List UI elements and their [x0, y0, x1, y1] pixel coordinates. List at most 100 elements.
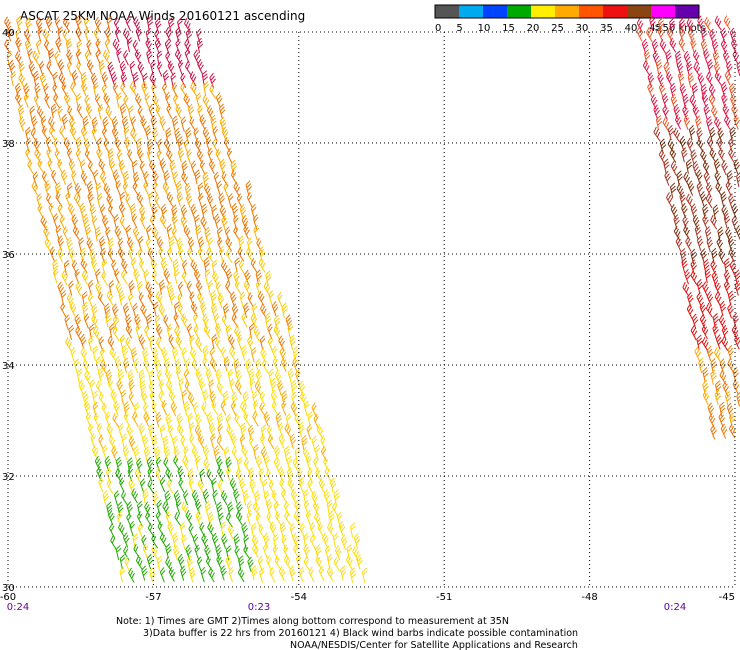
wind-barb [137, 522, 144, 539]
wind-barb [710, 105, 718, 121]
wind-barb [177, 423, 185, 439]
wind-barb [128, 379, 135, 395]
wind-barb [127, 369, 134, 385]
wind-barb [171, 82, 178, 98]
wind-barb [714, 70, 722, 86]
wind-barb [173, 545, 180, 561]
wind-barb [216, 435, 224, 451]
wind-barb [734, 334, 740, 350]
wind-barb [128, 280, 135, 296]
wind-barb [34, 148, 42, 164]
wind-barb [682, 104, 689, 121]
wind-barb [700, 83, 708, 100]
wind-barb [108, 434, 116, 450]
wind-barb [197, 433, 205, 449]
wind-barb [259, 391, 267, 407]
wind-barb [91, 126, 98, 142]
wind-barb [204, 500, 212, 516]
wind-barb [84, 369, 91, 386]
wind-barb [301, 435, 308, 451]
wind-barb [275, 510, 282, 526]
wind-barb [667, 138, 675, 154]
wind-barb [101, 83, 108, 99]
wind-barb [724, 391, 732, 407]
wind-barb [208, 422, 216, 438]
wind-barb [134, 467, 142, 483]
wind-barb [152, 127, 159, 143]
wind-barb [106, 290, 114, 306]
wind-barb [340, 565, 347, 581]
wind-barb [35, 39, 42, 55]
wind-barb [298, 477, 305, 493]
wind-barb [723, 279, 731, 295]
wind-barb [255, 512, 261, 528]
wind-barb [146, 138, 154, 155]
wind-barb [182, 455, 189, 471]
wind-barb [686, 137, 694, 153]
wind-barb [189, 334, 195, 350]
wind-barb [181, 534, 187, 550]
wind-barb [227, 523, 235, 539]
wind-barb [243, 411, 251, 427]
wind-barb [23, 83, 30, 99]
wind-barb [238, 555, 245, 571]
wind-barb [212, 126, 218, 142]
wind-barb [139, 160, 145, 177]
wind-barb [164, 357, 171, 374]
wind-barb [246, 500, 253, 517]
wind-barb [175, 103, 183, 120]
wind-barb [683, 114, 691, 130]
wind-barb [689, 94, 697, 110]
wind-barb [106, 501, 113, 517]
wind-barb [173, 455, 181, 471]
wind-barb [236, 193, 243, 209]
wind-barb [171, 213, 179, 229]
wind-barb [298, 380, 306, 396]
wind-barb [725, 226, 732, 243]
wind-barb [149, 567, 156, 583]
wind-barb [116, 378, 124, 395]
wind-barb [233, 488, 240, 504]
wind-barb [720, 81, 728, 97]
wind-barb [284, 423, 292, 439]
wind-barb [144, 125, 152, 141]
wind-barb [164, 368, 172, 384]
wind-barb [126, 424, 134, 440]
wind-barb [231, 202, 239, 219]
longitude-label: -51 [436, 592, 452, 603]
wind-barb [184, 182, 192, 198]
wind-barb [713, 61, 721, 77]
wind-barb [278, 565, 286, 582]
wind-barb [37, 158, 45, 174]
wind-barb [143, 180, 150, 196]
wind-barb [711, 270, 719, 287]
wind-barb [233, 533, 240, 549]
wind-barb [731, 203, 739, 219]
wind-barb [165, 556, 173, 572]
wind-barb [114, 136, 122, 153]
wind-barb [100, 359, 107, 375]
wind-barb [721, 92, 728, 108]
wind-barb [256, 237, 263, 253]
wind-barb [279, 478, 287, 494]
wind-barb [195, 337, 203, 352]
wind-barb [120, 71, 128, 88]
wind-barb [228, 334, 235, 350]
wind-barb [682, 281, 690, 297]
colorbar-swatch [651, 5, 676, 18]
wind-barb [69, 301, 77, 317]
wind-barb [279, 346, 287, 362]
wind-barb [166, 148, 173, 164]
wind-barb [225, 545, 232, 561]
wind-barb [332, 502, 339, 518]
wind-barb [733, 159, 740, 175]
wind-barb [152, 346, 159, 363]
wind-barb [159, 532, 167, 548]
wind-barb [32, 50, 40, 66]
wind-barb [211, 400, 219, 416]
wind-barb [260, 347, 267, 363]
wind-barb [230, 291, 237, 307]
wind-barb [131, 159, 138, 175]
wind-barb [189, 567, 196, 583]
wind-barb [350, 522, 356, 538]
